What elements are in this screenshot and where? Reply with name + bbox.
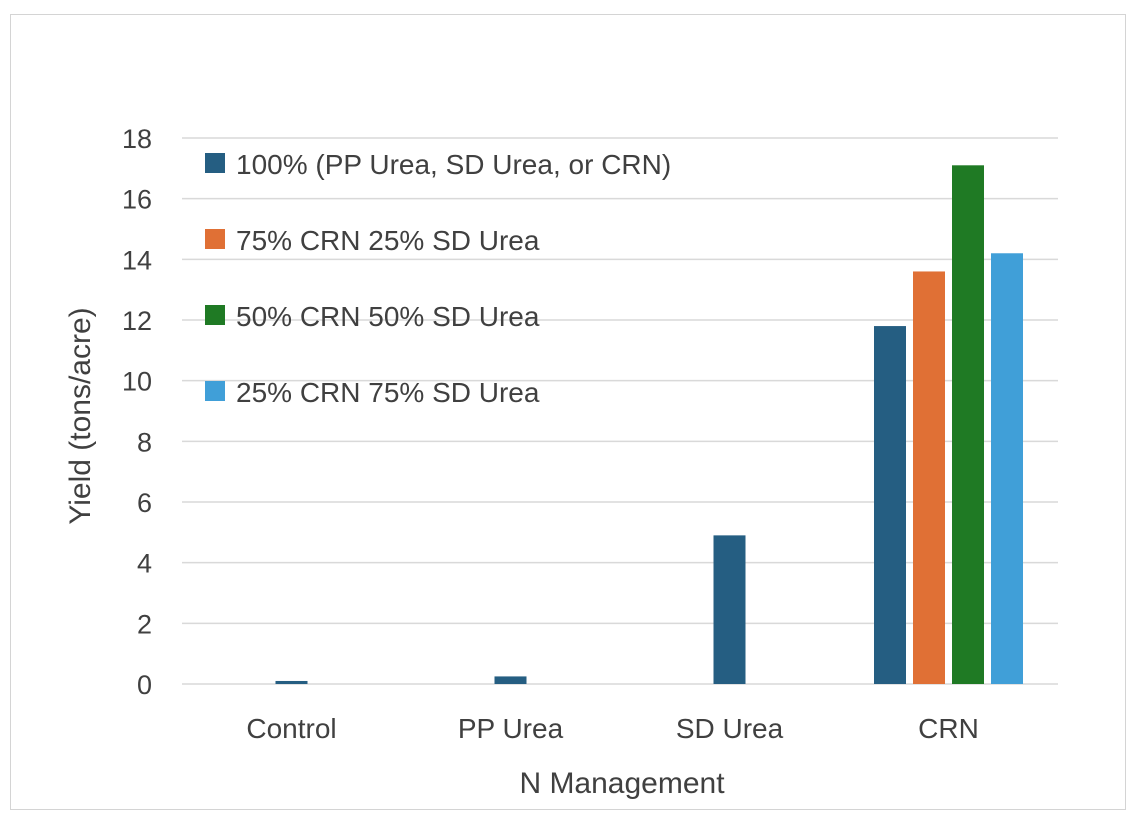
legend-swatch bbox=[205, 305, 225, 325]
x-tick-label: CRN bbox=[918, 713, 979, 744]
gridlines bbox=[182, 137, 1058, 685]
bar-0-0 bbox=[275, 680, 308, 684]
bar-1-3 bbox=[913, 271, 945, 684]
y-tick-label: 6 bbox=[137, 488, 152, 518]
bar-0-3 bbox=[874, 326, 906, 684]
bar-2-3 bbox=[952, 165, 984, 685]
legend-swatch bbox=[205, 153, 225, 173]
y-tick-label: 16 bbox=[122, 185, 152, 215]
legend: 100% (PP Urea, SD Urea, or CRN) 75% CRN 2… bbox=[205, 149, 671, 408]
legend-swatch bbox=[205, 381, 225, 401]
y-axis-title: Yield (tons/acre) bbox=[64, 307, 97, 524]
y-tick-label: 14 bbox=[122, 245, 152, 275]
x-tick-label: SD Urea bbox=[676, 713, 784, 744]
x-tick-label: Control bbox=[246, 713, 336, 744]
y-tick-label: 18 bbox=[122, 124, 152, 154]
bars bbox=[275, 165, 1023, 685]
legend-label: 50% CRN 50% SD Urea bbox=[236, 301, 540, 332]
x-axis-title: N Management bbox=[519, 767, 725, 800]
x-tick-label: PP Urea bbox=[458, 713, 564, 744]
legend-label: 25% CRN 75% SD Urea bbox=[236, 377, 540, 408]
bar-3-3 bbox=[991, 253, 1023, 684]
legend-label: 100% (PP Urea, SD Urea, or CRN) bbox=[236, 149, 671, 180]
y-axis-ticks: 0 2 4 6 8 10 12 14 16 18 bbox=[122, 124, 152, 700]
y-tick-label: 4 bbox=[137, 549, 152, 579]
y-tick-label: 10 bbox=[122, 367, 152, 397]
bar-0-1 bbox=[494, 676, 527, 684]
y-tick-label: 8 bbox=[137, 427, 152, 457]
bar-0-2 bbox=[713, 535, 746, 684]
legend-label: 75% CRN 25% SD Urea bbox=[236, 225, 540, 256]
legend-swatch bbox=[205, 229, 225, 249]
y-tick-label: 0 bbox=[137, 670, 152, 700]
y-tick-label: 12 bbox=[122, 306, 152, 336]
x-axis-ticks: Control PP Urea SD Urea CRN bbox=[246, 713, 978, 744]
y-tick-label: 2 bbox=[137, 609, 152, 639]
